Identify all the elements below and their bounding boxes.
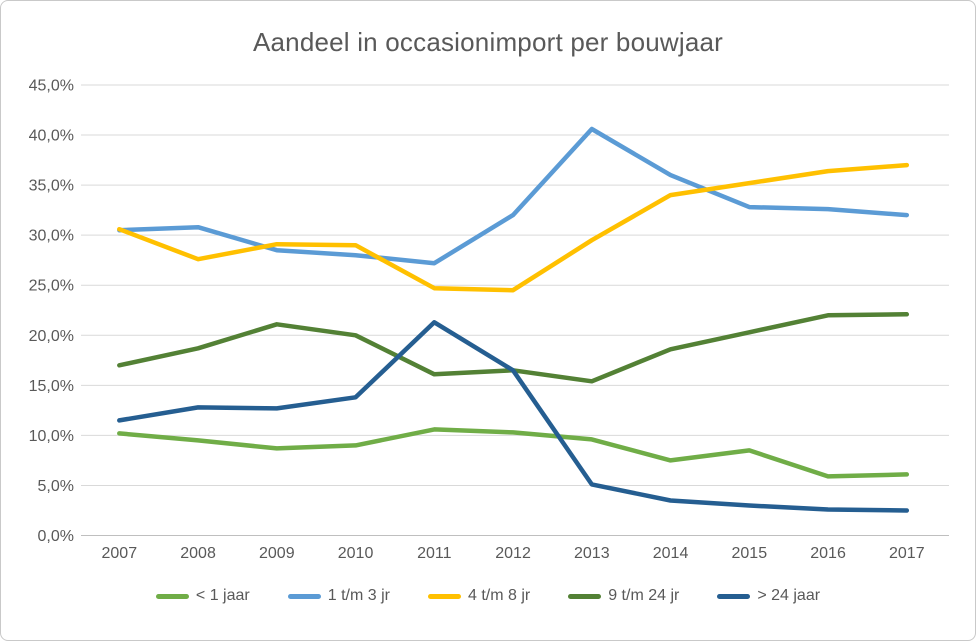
legend-label: > 24 jaar [757,587,821,604]
legend-item-meer-dan-24-jaar[interactable]: > 24 jaar [717,587,820,605]
legend-label: 4 t/m 8 jr [467,587,531,604]
series-line-minder-dan-1-jaar[interactable] [117,427,910,479]
y-tick-label: 20,0% [29,328,74,345]
x-tick-label: 2013 [574,545,610,562]
x-tick-label: 2017 [889,545,925,562]
legend-swatch-9-tm-24-jr [568,593,602,599]
legend-swatch-4-tm-8-jr [427,593,461,599]
legend-item-minder-dan-1-jaar[interactable]: < 1 jaar [155,587,250,605]
x-tick-label: 2016 [810,545,846,562]
y-tick-label: 30,0% [29,228,74,245]
y-tick-label: 0,0% [38,528,74,545]
x-tick-label: 2009 [259,545,295,562]
x-tick-label: 2011 [417,545,452,562]
series-line-meer-dan-24-jaar[interactable] [117,320,910,513]
y-tick-label: 45,0% [29,78,74,95]
y-tick-label: 5,0% [38,478,74,495]
y-tick-label: 25,0% [29,278,74,295]
x-tick-label: 2007 [102,545,138,562]
legend-item-4-tm-8-jr[interactable]: 4 t/m 8 jr [427,587,531,605]
x-tick-label: 2015 [732,545,768,562]
y-tick-label: 40,0% [29,128,74,145]
y-tick-label: 10,0% [29,428,74,445]
legend-label: 1 t/m 3 jr [327,587,390,604]
legend-swatch-meer-dan-24-jaar [717,593,751,599]
y-tick-label: 35,0% [29,178,74,195]
series-line-4-tm-8-jr[interactable] [117,162,910,293]
series-line-1-tm-3-jr[interactable] [117,126,910,266]
legend-label: 9 t/m 24 jr [608,587,680,604]
x-tick-label: 2008 [180,545,216,562]
legend: < 1 jaar 1 t/m 3 jr 4 t/m 8 jr 9 t/m 24 jr >… [1,587,975,605]
legend-swatch-minder-dan-1-jaar [155,593,189,599]
x-tick-label: 2010 [338,545,374,562]
legend-item-1-tm-3-jr[interactable]: 1 t/m 3 jr [287,587,390,605]
legend-swatch-1-tm-3-jr [287,593,321,599]
legend-item-9-tm-24-jr[interactable]: 9 t/m 24 jr [568,587,679,605]
legend-label: < 1 jaar [195,587,250,604]
y-tick-label: 15,0% [29,378,74,395]
chart-title: Aandeel in occasionimport per bouwjaar [252,27,724,57]
x-tick-label: 2014 [653,545,689,562]
x-tick-label: 2012 [495,545,531,562]
